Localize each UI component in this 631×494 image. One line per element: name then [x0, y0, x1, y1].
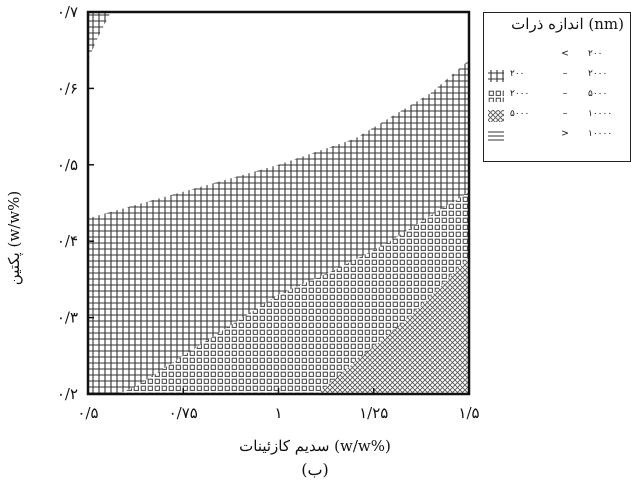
regions-layer [88, 12, 469, 394]
x-tick-label: ۱ [274, 404, 282, 422]
x-tick-label: ۱/۵ [458, 404, 479, 422]
y-axis-label: (%w/w) پکتین [5, 190, 23, 286]
y-tick-label: ۰/۴ [57, 232, 78, 250]
x-tick-label: ۰/۷۵ [169, 404, 198, 422]
legend-entry-crosshatch: ۵۰۰۰ – ۱۰۰۰۰ [488, 109, 628, 123]
legend: اندازه ذرات (nm) <۲۰۰ ۲۰۰–۲۰۰۰ ۲۰۰۰–۵۰۰۰ ۵۰… [483, 12, 631, 162]
ticks-layer: ۰/۵ ۰/۷۵ ۱ ۱/۲۵ ۱/۵ ۰/۲ ۰/۳ ۰/۴ ۰/۵ ۰/۶ ۰/۷ [57, 3, 480, 422]
legend-entry-dots: ۲۰۰۰ – ۵۰۰۰ [488, 89, 628, 103]
legend-swatch-crosshatch [488, 110, 504, 122]
panel-label: (ب) [301, 460, 329, 479]
legend-entry-lines: >۱۰۰۰۰ [488, 129, 628, 143]
legend-operator: > [561, 129, 569, 139]
legend-entry-blank: <۲۰۰ [488, 49, 628, 63]
legend-title: اندازه ذرات (nm) [511, 15, 624, 33]
legend-upper: ۵۰۰۰ [588, 89, 608, 99]
legend-swatch-dots [488, 90, 504, 102]
y-tick-label: ۰/۳ [57, 309, 78, 327]
legend-upper: ۱۰۰۰۰ [588, 129, 613, 139]
legend-lower: ۲۰۰۰ [510, 89, 530, 99]
y-tick-label: ۰/۷ [57, 3, 78, 21]
x-tick-label: ۰/۵ [77, 404, 98, 422]
legend-swatch-lines [488, 130, 504, 142]
y-tick-label: ۰/۶ [57, 79, 78, 97]
legend-operator: < [561, 49, 569, 59]
legend-upper: ۲۰۰۰ [588, 69, 608, 79]
y-tick-label: ۰/۵ [57, 156, 78, 174]
x-axis-label: (%w/w) سدیم کازئینات [239, 437, 391, 455]
legend-upper: ۲۰۰ [588, 49, 603, 59]
legend-operator: – [562, 109, 568, 119]
legend-lower: ۵۰۰۰ [510, 109, 530, 119]
legend-operator: – [562, 69, 568, 79]
legend-upper: ۱۰۰۰۰ [588, 109, 613, 119]
legend-entry-grid: ۲۰۰ – ۲۰۰۰ [488, 69, 628, 83]
region-crosshatch-3 [316, 256, 469, 394]
legend-swatch-blank [488, 50, 504, 62]
y-tick-label: ۰/۲ [57, 385, 78, 403]
region-grid-0 [88, 12, 119, 61]
legend-lower: ۲۰۰ [510, 69, 525, 79]
x-tick-label: ۱/۲۵ [359, 404, 388, 422]
legend-operator: – [562, 89, 568, 99]
legend-swatch-grid [488, 70, 504, 82]
